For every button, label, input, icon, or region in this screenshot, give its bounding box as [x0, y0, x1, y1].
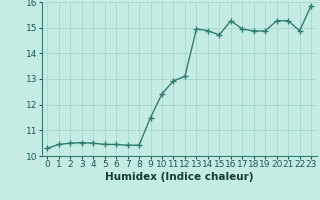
X-axis label: Humidex (Indice chaleur): Humidex (Indice chaleur)	[105, 172, 253, 182]
